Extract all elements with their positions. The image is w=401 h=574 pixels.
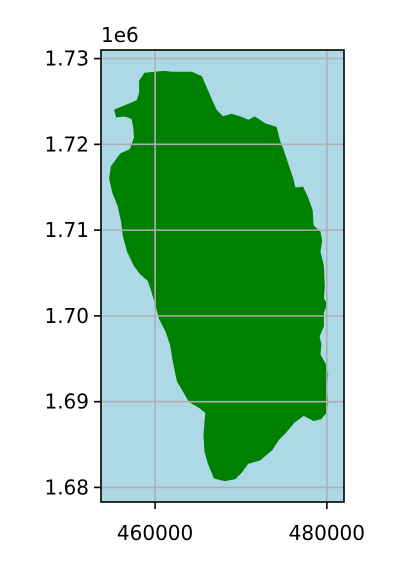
x-tick-label: 480000	[289, 521, 365, 545]
y-axis-offset-label: 1e6	[101, 23, 139, 47]
y-tick-label: 1.68	[44, 475, 89, 499]
grid-overlay	[101, 50, 344, 502]
y-tick-label: 1.71	[44, 218, 89, 242]
y-tick-label: 1.73	[44, 47, 89, 71]
x-axis: 460000 480000	[117, 502, 365, 545]
y-axis: 1.68 1.69 1.70 1.71 1.72 1.73	[44, 47, 101, 499]
plot-frame	[100, 49, 345, 503]
y-tick-label: 1.72	[44, 132, 89, 156]
x-tick-label: 460000	[117, 521, 193, 545]
y-tick-label: 1.69	[44, 390, 89, 414]
y-tick-label: 1.70	[44, 304, 89, 328]
island-shape	[109, 70, 329, 482]
